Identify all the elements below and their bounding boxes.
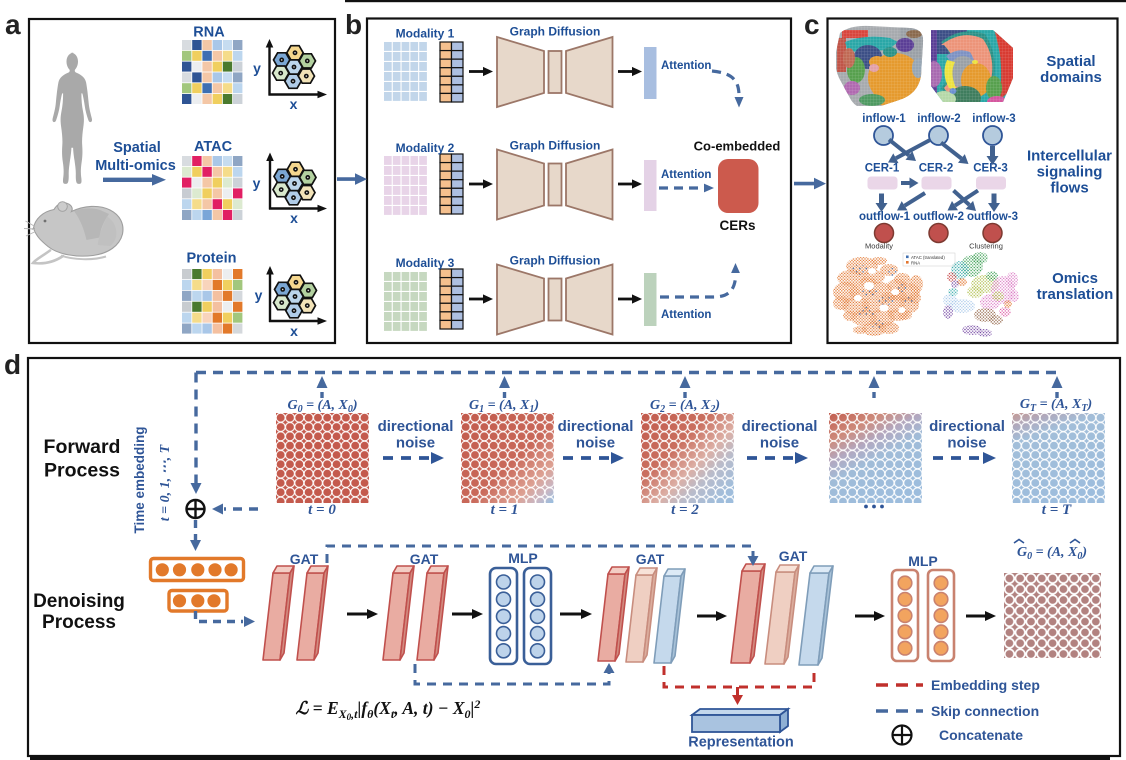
svg-text:Modality 3: Modality 3 xyxy=(396,256,455,270)
svg-text:ℒ = EX0,t|fθ(Xt, A, t) − X0|2: ℒ = EX0,t|fθ(Xt, A, t) − X0|2 xyxy=(296,697,481,722)
svg-text:Multi-omics: Multi-omics xyxy=(95,158,176,174)
svg-text:Intercellular: Intercellular xyxy=(1027,148,1112,165)
svg-text:G0 = (A, X0): G0 = (A, X0) xyxy=(287,398,357,415)
svg-text:signaling: signaling xyxy=(1037,164,1103,181)
svg-text:d: d xyxy=(4,349,21,380)
svg-text:y: y xyxy=(255,287,263,303)
svg-text:t = T: t = T xyxy=(1042,502,1072,518)
svg-text:noise: noise xyxy=(396,435,435,452)
svg-text:directional: directional xyxy=(558,418,634,435)
svg-text:Clustering: Clustering xyxy=(969,242,1003,251)
svg-text:t = 0: t = 0 xyxy=(308,502,336,518)
svg-text:GT = (A, XT): GT = (A, XT) xyxy=(1020,397,1092,414)
svg-text:Spatial: Spatial xyxy=(113,140,161,156)
svg-text:Co-embedded: Co-embedded xyxy=(694,139,781,154)
svg-text:RNA: RNA xyxy=(911,260,920,265)
svg-text:Graph Diffusion: Graph Diffusion xyxy=(510,139,601,153)
svg-text:Omics: Omics xyxy=(1052,270,1098,287)
svg-text:Modality 2: Modality 2 xyxy=(396,141,455,155)
svg-text:Denoising: Denoising xyxy=(33,591,125,612)
svg-text:GAT: GAT xyxy=(410,551,439,567)
svg-text:Time embedding: Time embedding xyxy=(132,426,147,533)
svg-text:inflow-2: inflow-2 xyxy=(917,113,960,125)
svg-text:Concatenate: Concatenate xyxy=(939,727,1023,743)
svg-text:noise: noise xyxy=(576,435,615,452)
svg-text:G2 = (A, X2): G2 = (A, X2) xyxy=(650,398,720,415)
svg-text:Process: Process xyxy=(44,460,120,482)
svg-text:Attention: Attention xyxy=(661,169,711,181)
svg-text:directional: directional xyxy=(929,418,1005,435)
svg-text:GAT: GAT xyxy=(636,551,665,567)
svg-text:Spatial: Spatial xyxy=(1046,53,1095,70)
svg-text:domains: domains xyxy=(1040,69,1102,86)
svg-text:Graph Diffusion: Graph Diffusion xyxy=(510,254,601,268)
svg-text:MLP: MLP xyxy=(508,550,538,566)
svg-text:noise: noise xyxy=(947,435,986,452)
svg-text:GAT: GAT xyxy=(290,551,319,567)
svg-text:ATAC (translated): ATAC (translated) xyxy=(911,255,945,260)
svg-text:G1 = (A, X1): G1 = (A, X1) xyxy=(469,398,539,415)
svg-text:CER-2: CER-2 xyxy=(919,162,954,174)
svg-text:MLP: MLP xyxy=(908,553,938,569)
svg-text:translation: translation xyxy=(1037,286,1114,303)
svg-text:directional: directional xyxy=(742,418,818,435)
svg-text:Attention: Attention xyxy=(661,60,711,72)
svg-text:Process: Process xyxy=(42,612,116,633)
svg-text:x: x xyxy=(290,323,298,339)
svg-text:flows: flows xyxy=(1050,180,1088,197)
svg-text:Embedding step: Embedding step xyxy=(931,677,1040,693)
svg-text:inflow-1: inflow-1 xyxy=(862,113,906,125)
svg-text:t = 0, 1, ⋯, T: t = 0, 1, ⋯, T xyxy=(158,443,173,521)
svg-text:ATAC: ATAC xyxy=(194,139,233,155)
svg-text:CER-3: CER-3 xyxy=(973,162,1008,174)
svg-text:Modality: Modality xyxy=(865,242,893,251)
svg-text:Attention: Attention xyxy=(661,309,711,321)
svg-text:inflow-3: inflow-3 xyxy=(972,113,1015,125)
svg-text:Representation: Representation xyxy=(688,735,794,751)
svg-text:t = 1: t = 1 xyxy=(491,502,519,518)
svg-text:RNA: RNA xyxy=(193,25,225,41)
svg-text:a: a xyxy=(5,9,21,40)
svg-text:Skip connection: Skip connection xyxy=(931,703,1039,719)
svg-text:G0 = (A, X0): G0 = (A, X0) xyxy=(1017,545,1087,562)
svg-text:CER-1: CER-1 xyxy=(865,162,900,174)
svg-text:y: y xyxy=(253,175,261,191)
svg-text:x: x xyxy=(290,210,298,226)
svg-text:outflow-3: outflow-3 xyxy=(967,211,1018,223)
svg-text:x: x xyxy=(290,96,298,112)
svg-text:outflow-2: outflow-2 xyxy=(913,211,964,223)
svg-text:c: c xyxy=(804,9,820,40)
svg-text:t = 2: t = 2 xyxy=(671,502,699,518)
svg-text:b: b xyxy=(345,9,362,40)
svg-text:Graph Diffusion: Graph Diffusion xyxy=(510,24,601,38)
svg-text:directional: directional xyxy=(378,418,454,435)
svg-text:noise: noise xyxy=(760,435,799,452)
svg-text:CERs: CERs xyxy=(719,218,755,233)
svg-text:Protein: Protein xyxy=(187,251,237,267)
svg-text:outflow-1: outflow-1 xyxy=(859,211,911,223)
svg-text:Forward: Forward xyxy=(44,436,121,458)
svg-text:GAT: GAT xyxy=(779,548,808,564)
svg-text:y: y xyxy=(253,60,261,76)
svg-text:Modality 1: Modality 1 xyxy=(396,27,455,41)
